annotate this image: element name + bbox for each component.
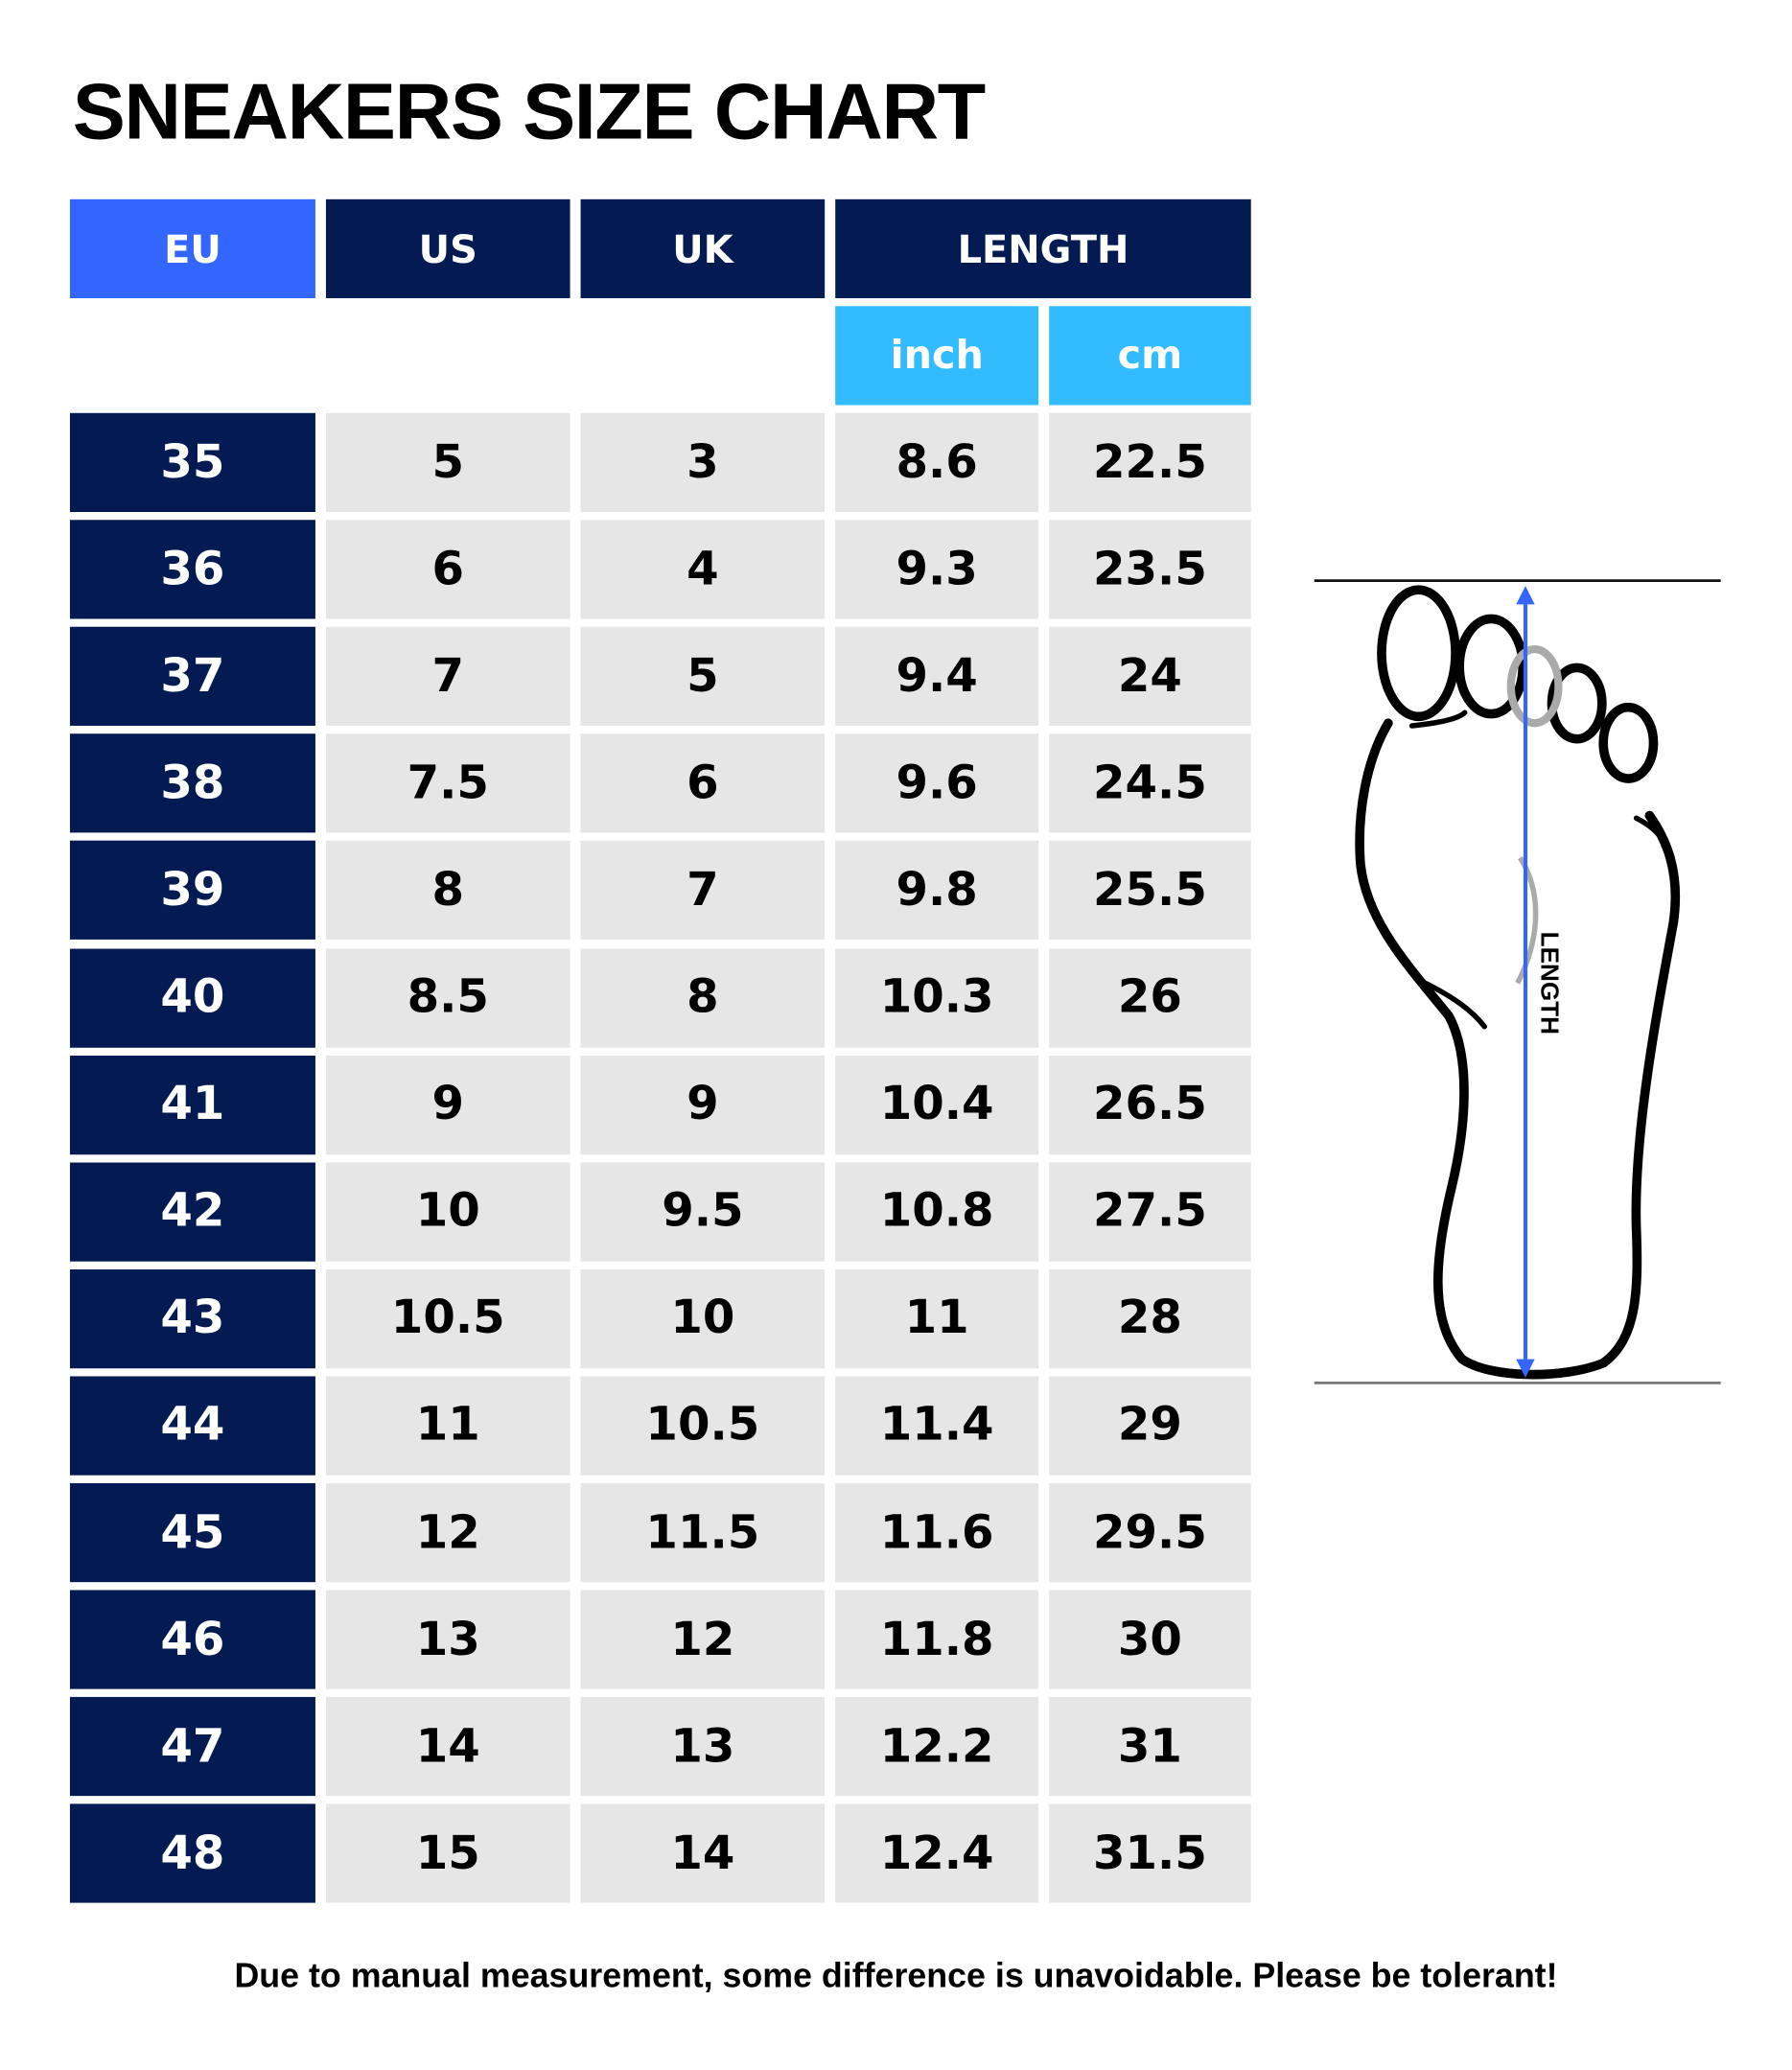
cell-us: 7: [325, 626, 570, 727]
cell-eu: 45: [69, 1482, 315, 1583]
cell-us: 7.5: [325, 733, 570, 833]
cell-eu: 43: [69, 1268, 315, 1368]
cell-eu: 46: [69, 1590, 315, 1689]
cell-cm: 30: [1049, 1590, 1251, 1689]
cell-inch: 12.2: [835, 1697, 1039, 1797]
arrow-head-bottom-icon: [1516, 1359, 1535, 1378]
header-inch: inch: [835, 306, 1039, 406]
cell-us: 15: [325, 1803, 570, 1904]
header-cm: cm: [1049, 306, 1251, 406]
cell-uk: 10: [580, 1268, 826, 1368]
cell-uk: 6: [580, 733, 826, 833]
cell-us: 6: [325, 520, 570, 619]
cell-cm: 24.5: [1049, 733, 1251, 833]
cell-us: 9: [325, 1055, 570, 1154]
cell-uk: 4: [580, 520, 826, 619]
middle-toe-icon: [1506, 645, 1563, 728]
cell-inch: 10.4: [835, 1055, 1039, 1154]
foot-outline-icon: [1355, 585, 1681, 1380]
header-eu: EU: [69, 198, 315, 299]
cell-cm: 31: [1049, 1697, 1251, 1797]
cell-us: 5: [325, 412, 570, 513]
header-length: LENGTH: [835, 198, 1251, 299]
cell-eu: 41: [69, 1055, 315, 1154]
cell-cm: 27.5: [1049, 1162, 1251, 1262]
cell-eu: 36: [69, 520, 315, 619]
cell-inch: 10.8: [835, 1162, 1039, 1262]
cell-cm: 25.5: [1049, 841, 1251, 941]
cell-cm: 28: [1049, 1268, 1251, 1368]
cell-cm: 23.5: [1049, 520, 1251, 619]
cell-inch: 8.6: [835, 412, 1039, 513]
cell-eu: 47: [69, 1697, 315, 1797]
cell-cm: 29: [1049, 1376, 1251, 1476]
cell-uk: 12: [580, 1590, 826, 1689]
header-us: US: [325, 198, 570, 299]
cell-inch: 9.3: [835, 520, 1039, 619]
cell-inch: 10.3: [835, 947, 1039, 1048]
cell-inch: 9.6: [835, 733, 1039, 833]
cell-us: 11: [325, 1376, 570, 1476]
foot-length-diagram: LENGTH: [1314, 579, 1721, 1384]
cell-cm: 31.5: [1049, 1803, 1251, 1904]
footer-note: Due to manual measurement, some differen…: [234, 1955, 1558, 1995]
cell-uk: 3: [580, 412, 826, 513]
length-label: LENGTH: [1536, 932, 1565, 1035]
cell-uk: 9: [580, 1055, 826, 1154]
cell-us: 8: [325, 841, 570, 941]
cell-eu: 48: [69, 1803, 315, 1904]
header-uk: UK: [580, 198, 826, 299]
cell-eu: 44: [69, 1376, 315, 1476]
cell-eu: 40: [69, 947, 315, 1048]
arrow-head-top-icon: [1516, 586, 1535, 605]
cell-uk: 11.5: [580, 1482, 826, 1583]
cell-uk: 10.5: [580, 1376, 826, 1476]
cell-eu: 38: [69, 733, 315, 833]
cell-inch: 9.8: [835, 841, 1039, 941]
cell-eu: 37: [69, 626, 315, 727]
cell-us: 8.5: [325, 947, 570, 1048]
cell-eu: 39: [69, 841, 315, 941]
cell-uk: 13: [580, 1697, 826, 1797]
cell-us: 12: [325, 1482, 570, 1583]
cell-inch: 11.8: [835, 1590, 1039, 1689]
cell-us: 10.5: [325, 1268, 570, 1368]
cell-inch: 11.6: [835, 1482, 1039, 1583]
cell-uk: 7: [580, 841, 826, 941]
cell-uk: 8: [580, 947, 826, 1048]
cell-uk: 9.5: [580, 1162, 826, 1262]
cell-inch: 11: [835, 1268, 1039, 1368]
cell-us: 13: [325, 1590, 570, 1689]
cell-inch: 9.4: [835, 626, 1039, 727]
cell-uk: 5: [580, 626, 826, 727]
cell-inch: 11.4: [835, 1376, 1039, 1476]
cell-eu: 42: [69, 1162, 315, 1262]
cell-us: 14: [325, 1697, 570, 1797]
cell-us: 10: [325, 1162, 570, 1262]
page-title: SNEAKERS SIZE CHART: [72, 67, 987, 156]
cell-cm: 24: [1049, 626, 1251, 727]
cell-eu: 35: [69, 412, 315, 513]
cell-uk: 14: [580, 1803, 826, 1904]
cell-cm: 26: [1049, 947, 1251, 1048]
cell-cm: 26.5: [1049, 1055, 1251, 1154]
cell-cm: 22.5: [1049, 412, 1251, 513]
cell-inch: 12.4: [835, 1803, 1039, 1904]
cell-cm: 29.5: [1049, 1482, 1251, 1583]
